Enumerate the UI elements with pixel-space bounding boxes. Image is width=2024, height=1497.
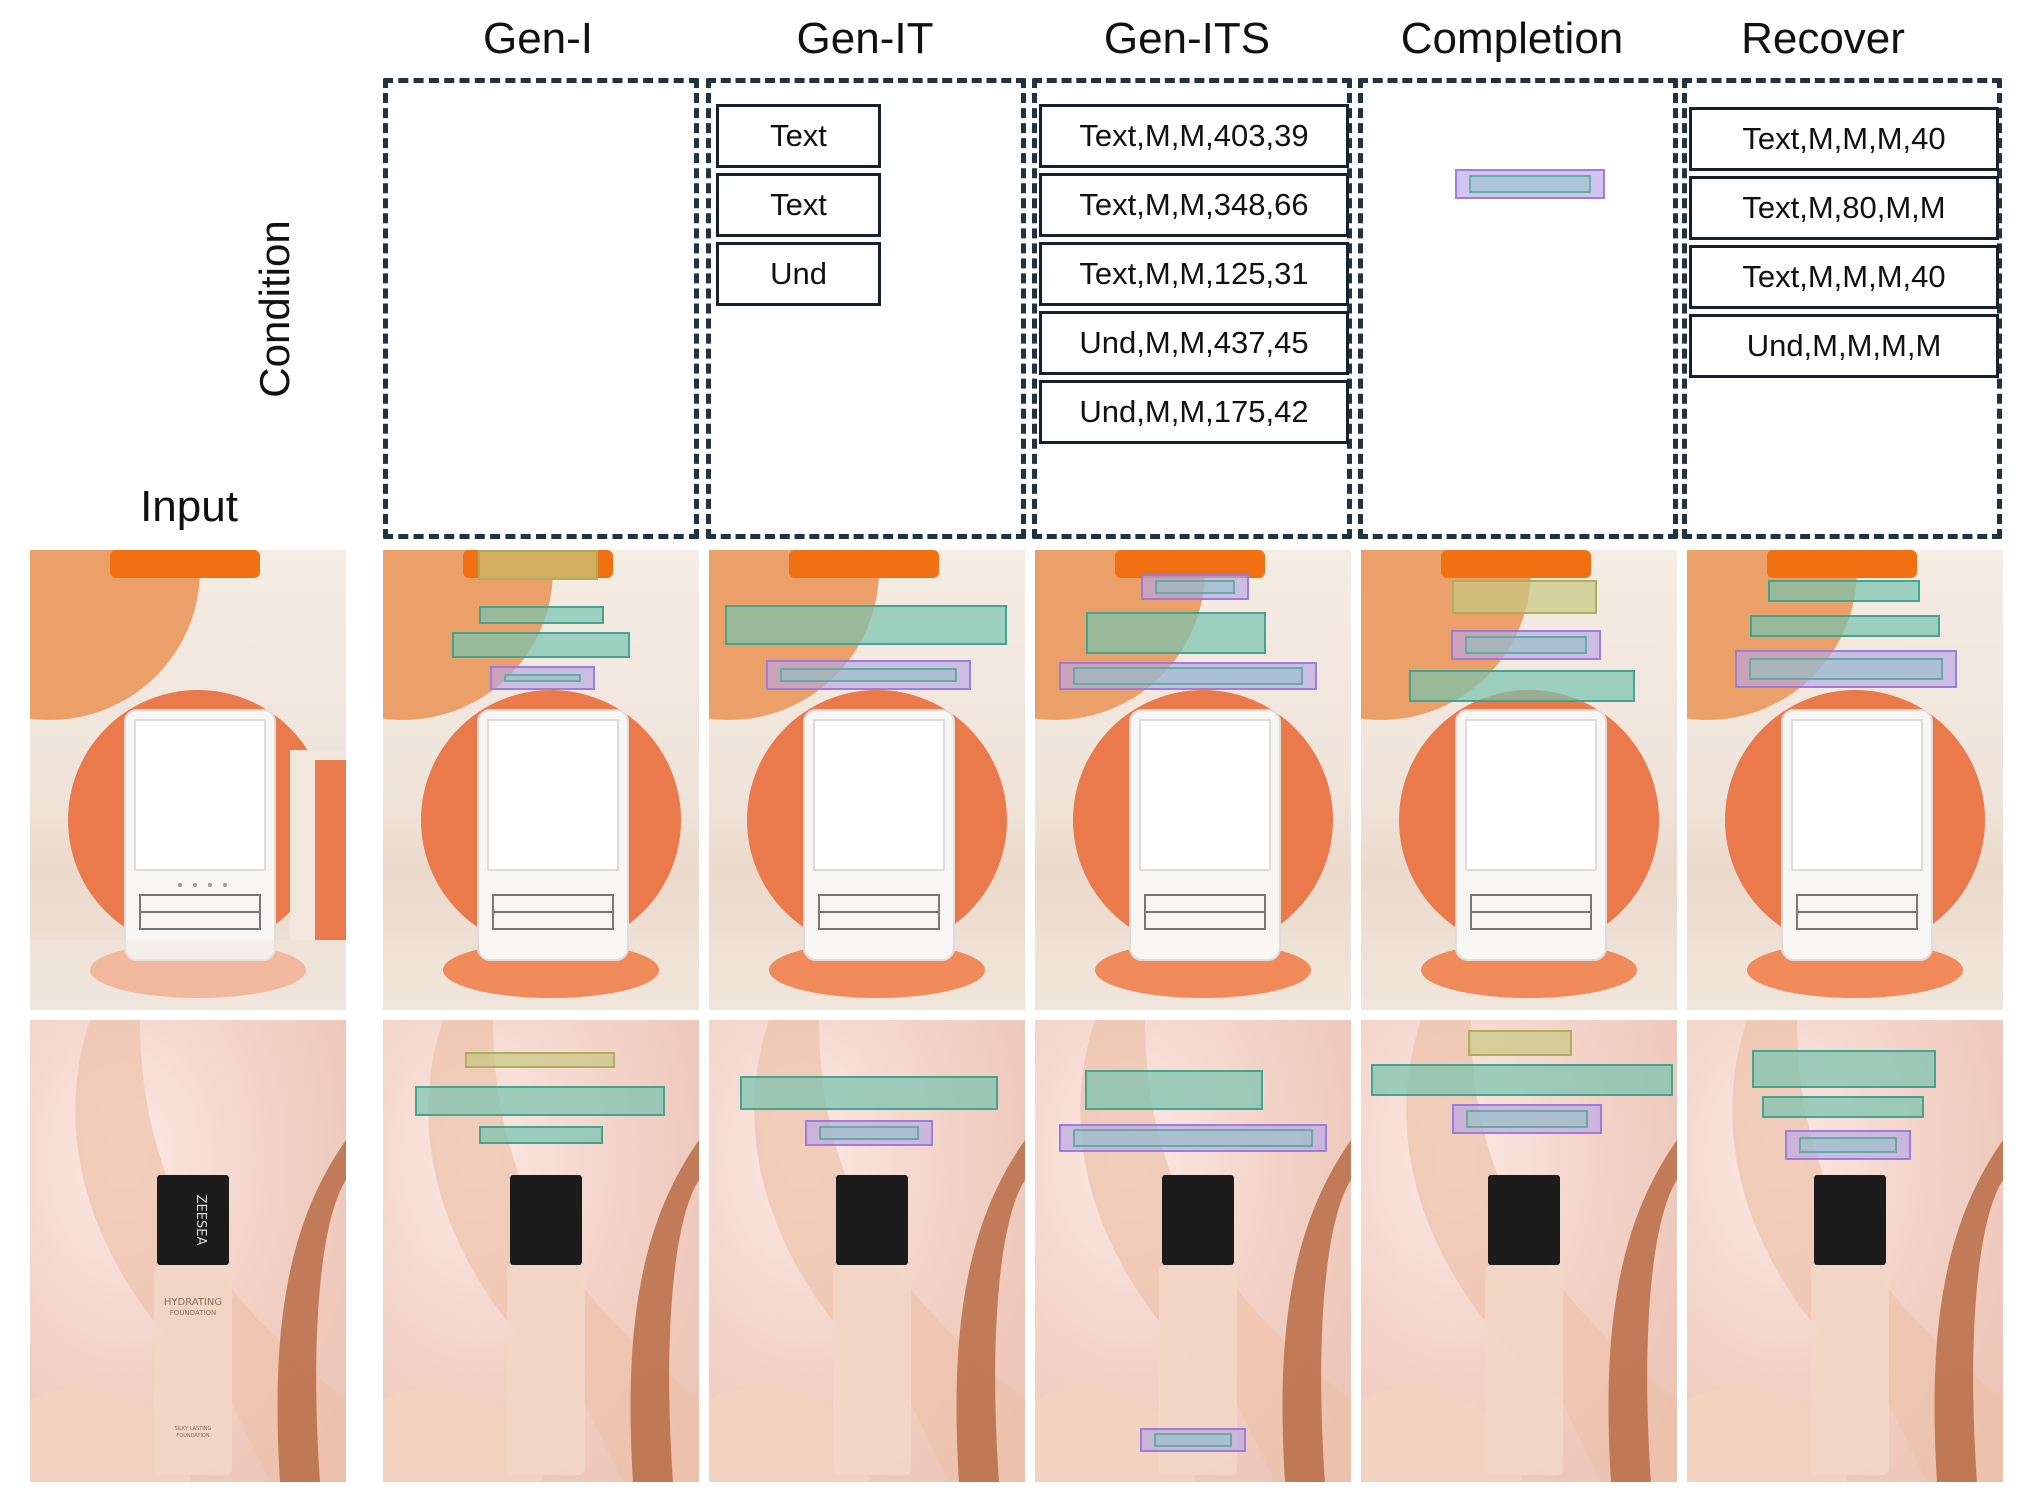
condition-box: Text,M,M,125,31: [1039, 242, 1349, 306]
condition-box: Text: [716, 104, 881, 168]
foundation-thumbnail-gen-i: [383, 1020, 699, 1482]
heater-thumbnail-recover: [1687, 550, 2003, 1010]
heater-scene: [709, 550, 1007, 998]
title-completion: Completion: [1400, 14, 1624, 63]
heater-thumbnail-gen-it: [709, 550, 1025, 1010]
product-name-line2: FOUNDATION: [170, 1309, 217, 1317]
text-box: [1409, 670, 1635, 702]
text-box: [479, 606, 604, 624]
heater-thumbnail-gen-i: [383, 550, 699, 1010]
underlay-box: [1140, 1428, 1246, 1452]
condition-panel-gen-i: [383, 78, 699, 539]
underlay-box: [1059, 1124, 1327, 1152]
title-input: Input: [140, 482, 238, 531]
foundation-thumbnail-recover: [1687, 1020, 2003, 1482]
condition-box: Text,M,M,M,40: [1689, 107, 1999, 171]
heater-scene: [1361, 550, 1659, 998]
foundation-scene: [1361, 1020, 1677, 1482]
text-box: [1768, 580, 1920, 602]
text-box: [452, 632, 630, 658]
product-tag-line1: SILKY LASTING: [175, 1426, 212, 1432]
condition-box: Text,M,M,348,66: [1039, 173, 1349, 237]
heater-thumbnail-completion: [1361, 550, 1677, 1010]
underlay-box: [766, 660, 971, 690]
foundation-scene: [1687, 1020, 2003, 1482]
foundation-thumbnail-gen-it: [709, 1020, 1025, 1482]
completion-condition-box: [1455, 169, 1605, 199]
underlay-box: [1451, 630, 1601, 660]
text-box: [725, 605, 1007, 645]
title-recover: Recover: [1741, 14, 1905, 63]
condition-box: Text,M,80,M,M: [1689, 176, 1999, 240]
text-box: [1752, 1050, 1936, 1088]
foundation-scene: ZEESEA HYDRATING FOUNDATION SILKY LASTIN…: [30, 1020, 346, 1482]
condition-box: Und,M,M,437,45: [1039, 311, 1349, 375]
product-tag-line2: FOUNDATION: [176, 1433, 209, 1439]
condition-panel-completion: [1358, 78, 1678, 539]
foundation-thumbnail-input: ZEESEA HYDRATING FOUNDATION SILKY LASTIN…: [30, 1020, 346, 1482]
condition-panel-gen-its: Text,M,M,403,39 Text,M,M,348,66 Text,M,M…: [1032, 78, 1352, 539]
condition-box: Und,M,M,175,42: [1039, 380, 1349, 444]
decoration-box: [1468, 1030, 1572, 1056]
condition-panel-gen-it: Text Text Und: [706, 78, 1026, 539]
underlay-box: [1735, 650, 1957, 688]
condition-axis-label: Condition: [251, 220, 298, 398]
heater-thumbnail-gen-its: [1035, 550, 1351, 1010]
foundation-thumbnail-gen-its: [1035, 1020, 1351, 1482]
text-box: [1762, 1096, 1924, 1118]
product-name-line1: HYDRATING: [164, 1297, 222, 1308]
text-box: [415, 1086, 665, 1116]
decoration-box: [465, 1052, 615, 1068]
condition-box: Und: [716, 242, 881, 306]
decoration-box: [478, 550, 598, 580]
title-gen-its: Gen-ITS: [1103, 14, 1271, 63]
condition-box: Und,M,M,M,M: [1689, 314, 1999, 378]
text-box: [1086, 612, 1266, 654]
title-gen-i: Gen-I: [482, 14, 594, 63]
underlay-box: [490, 666, 595, 690]
heater-thumbnail-input: [30, 550, 346, 1010]
underlay-box: [805, 1120, 933, 1146]
condition-box: Text: [716, 173, 881, 237]
condition-box: Text,M,M,M,40: [1689, 245, 1999, 309]
foundation-thumbnail-completion: [1361, 1020, 1677, 1482]
heater-scene: [30, 550, 346, 1010]
underlay-box: [1785, 1130, 1911, 1160]
underlay-box: [1141, 574, 1249, 600]
underlay-box: [1452, 1104, 1602, 1134]
decoration-box: [1452, 580, 1597, 614]
underlay-box: [1059, 662, 1317, 690]
text-box: [1750, 615, 1940, 637]
text-box: [740, 1076, 998, 1110]
title-gen-it: Gen-IT: [796, 14, 934, 63]
text-box: [1371, 1064, 1673, 1096]
text-box: [1085, 1070, 1263, 1110]
condition-box: Text,M,M,403,39: [1039, 104, 1349, 168]
product-brand: ZEESEA: [193, 1195, 208, 1246]
text-box: [479, 1126, 603, 1144]
condition-panel-recover: Text,M,M,M,40 Text,M,80,M,M Text,M,M,M,4…: [1682, 78, 2002, 539]
